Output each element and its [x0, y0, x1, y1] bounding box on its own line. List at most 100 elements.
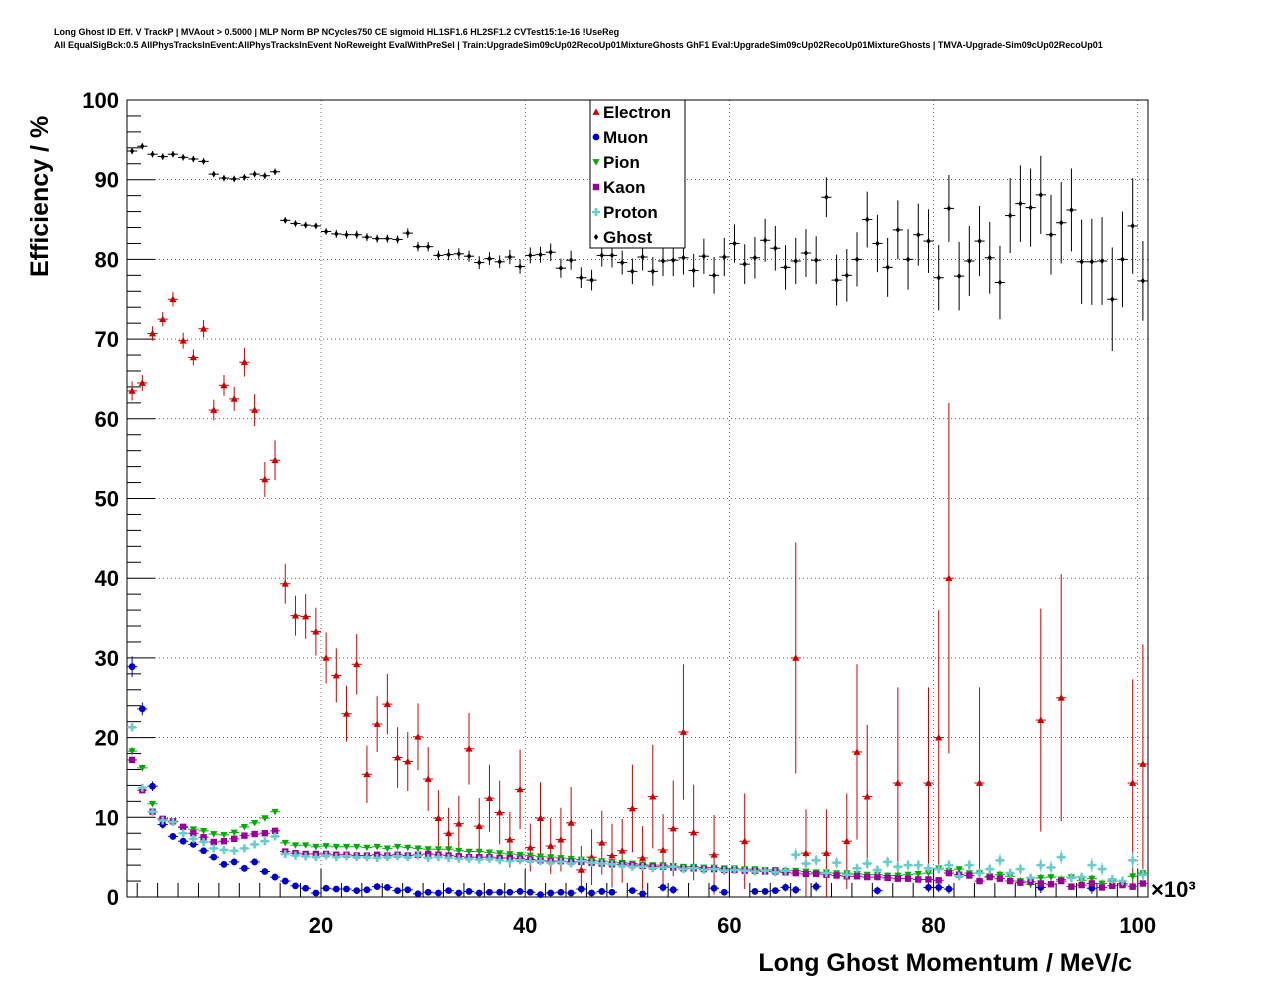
proton-marker — [332, 853, 341, 862]
ghost-point — [402, 228, 413, 238]
proton-marker — [985, 865, 994, 874]
kaon-marker — [925, 876, 932, 883]
muon-marker — [179, 837, 187, 845]
ghost-marker — [405, 230, 410, 237]
ghost-point — [1076, 219, 1087, 305]
proton-marker — [158, 816, 167, 825]
kaon-marker — [935, 877, 942, 884]
ghost-point — [811, 236, 822, 285]
ghost-point — [984, 221, 995, 294]
ghost-marker — [1038, 191, 1043, 198]
pion-point — [351, 843, 362, 851]
muon-point — [269, 873, 281, 881]
ghost-point — [790, 237, 801, 285]
ghost-point — [1045, 194, 1057, 275]
electron-marker — [679, 728, 688, 735]
kaon-point — [974, 877, 985, 885]
electron-point — [484, 764, 495, 832]
proton-marker — [781, 866, 790, 875]
muon-marker — [445, 887, 453, 895]
pion-marker — [506, 851, 514, 858]
muon-point — [249, 858, 260, 866]
proton-point — [412, 851, 424, 860]
muon-series — [127, 656, 1097, 899]
pion-point — [412, 845, 424, 852]
kaon-point — [208, 838, 219, 846]
electron-point — [1035, 608, 1046, 832]
x-tick-label: 80 — [921, 913, 945, 938]
muon-marker — [322, 884, 330, 892]
pion-marker — [434, 846, 443, 853]
proton-point — [280, 849, 291, 858]
kaon-marker — [976, 877, 983, 885]
muon-point — [514, 888, 526, 895]
kaon-marker — [190, 830, 197, 837]
electron-point — [1127, 679, 1138, 887]
muon-point — [167, 833, 179, 840]
proton-marker — [1047, 863, 1056, 872]
muon-point — [586, 889, 597, 897]
kaon-point — [882, 874, 893, 882]
ghost-legend-marker — [593, 234, 599, 240]
proton-marker — [1138, 870, 1147, 879]
muon-marker — [710, 884, 718, 892]
proton-marker — [812, 856, 821, 865]
kaon-point — [984, 873, 995, 881]
ghost-point — [392, 235, 403, 244]
muon-point — [872, 886, 883, 895]
ghost-marker — [824, 194, 829, 201]
proton-marker — [607, 860, 616, 869]
proton-marker — [699, 865, 708, 874]
ghost-point — [800, 229, 812, 277]
proton-marker — [893, 862, 902, 871]
proton-marker — [771, 868, 780, 877]
electron-point — [218, 374, 230, 396]
pion-point — [198, 827, 209, 835]
electron-point — [678, 664, 689, 800]
muon-marker — [812, 883, 820, 891]
pion-point — [382, 845, 393, 852]
kaon-marker — [1047, 881, 1055, 888]
muon-point — [770, 887, 781, 895]
ghost-point — [1005, 178, 1016, 254]
proton-point — [167, 818, 179, 827]
ghost-marker — [170, 151, 176, 158]
ghost-marker — [150, 151, 155, 158]
proton-point — [484, 854, 495, 863]
kaon-marker — [792, 869, 799, 877]
proton-point — [229, 846, 240, 855]
electron-point — [453, 795, 464, 852]
muon-marker — [567, 889, 575, 897]
pion-marker — [445, 846, 453, 853]
electron-marker — [148, 329, 157, 337]
electron-marker — [496, 808, 504, 816]
kaon-point — [923, 876, 934, 883]
electron-point — [933, 610, 944, 866]
pion-marker — [904, 871, 912, 879]
ghost-marker — [1028, 204, 1033, 211]
proton-marker — [944, 861, 953, 870]
proton-point — [892, 861, 903, 872]
pion-marker — [383, 845, 391, 852]
pion-marker — [199, 827, 208, 835]
muon-marker — [230, 858, 238, 866]
kaon-point — [811, 870, 822, 878]
pion-point — [392, 843, 403, 851]
proton-point — [331, 853, 342, 862]
ghost-marker — [1069, 206, 1074, 213]
ghost-marker — [129, 148, 135, 155]
proton-point — [218, 845, 230, 854]
electron-marker — [210, 406, 218, 413]
ghost-point — [698, 238, 709, 274]
electron-point — [157, 312, 168, 327]
pion-point — [269, 808, 281, 816]
proton-marker — [1006, 869, 1015, 878]
kaon-marker — [200, 834, 207, 841]
kaon-marker — [1017, 879, 1024, 886]
proton-point — [1035, 858, 1046, 872]
kaon-point — [1066, 883, 1077, 890]
electron-marker — [189, 353, 197, 361]
y-tick-label: 80 — [95, 247, 119, 272]
muon-point — [484, 888, 495, 896]
